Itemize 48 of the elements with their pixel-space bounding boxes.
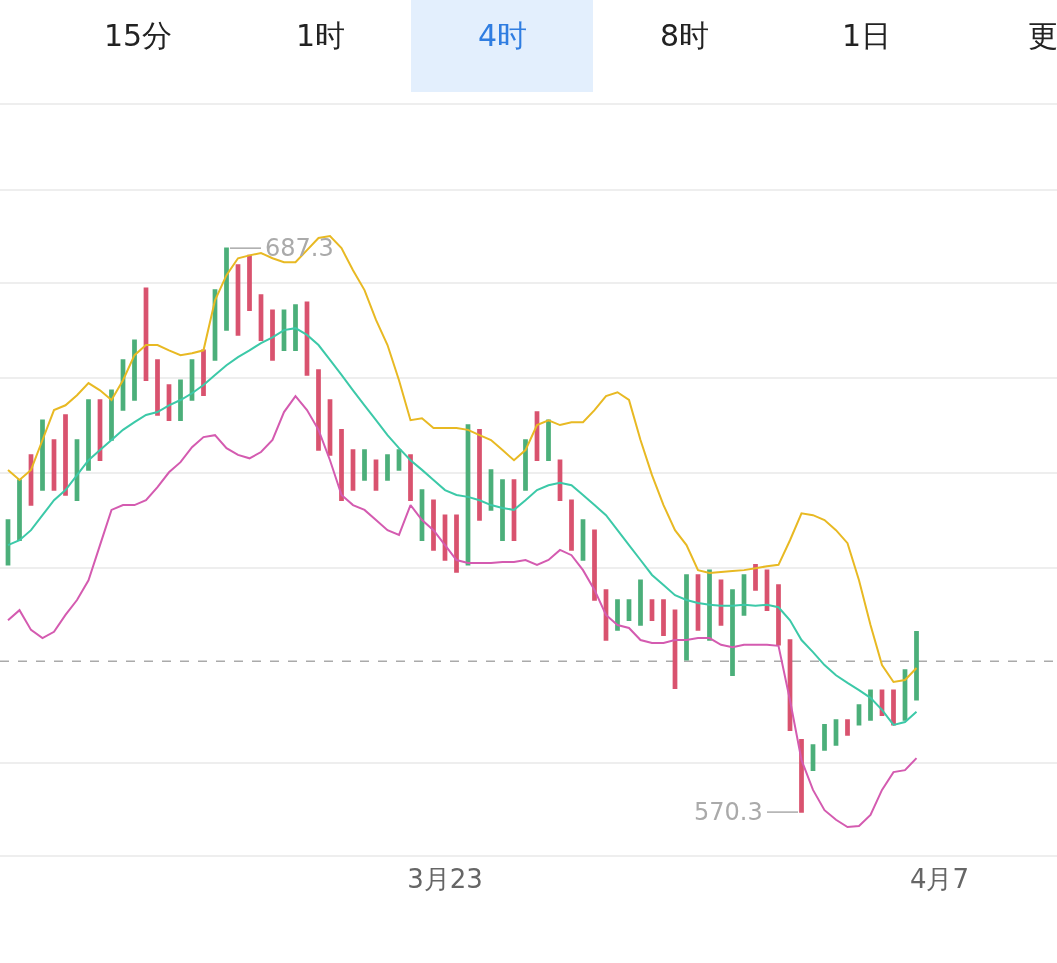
- candlestick: [500, 479, 505, 541]
- text: 15分: [104, 18, 173, 53]
- text: 8时: [660, 18, 710, 53]
- candlestick: [178, 379, 183, 421]
- candlestick: [592, 529, 597, 601]
- annotation: 570.3: [694, 798, 763, 826]
- candlestick: [845, 719, 850, 736]
- candlestick: [40, 419, 45, 491]
- candlestick: [17, 479, 22, 541]
- candlestick: [615, 599, 620, 631]
- candlestick: [201, 349, 206, 396]
- candlestick: [569, 499, 574, 551]
- candlestick: [385, 454, 390, 481]
- candlestick: [109, 389, 114, 441]
- candlestick: [914, 631, 919, 701]
- candlestick: [155, 359, 160, 416]
- candlestick: [454, 514, 459, 573]
- candlestick: [477, 429, 482, 521]
- candlestick: [868, 689, 873, 721]
- candlestick: [546, 419, 551, 461]
- candlestick: [638, 579, 643, 626]
- text: 更: [1028, 18, 1057, 53]
- candlestick: [684, 574, 689, 661]
- candlestick: [247, 254, 252, 312]
- candlestick: [86, 399, 91, 471]
- candlestick: [730, 589, 735, 676]
- candlestick: [822, 724, 827, 751]
- candlestick: [339, 429, 344, 501]
- candlestick: [316, 369, 321, 451]
- text: 1日: [842, 18, 892, 53]
- candlestick: [523, 439, 528, 491]
- candlestick: [224, 247, 229, 331]
- candlestick: [707, 569, 712, 641]
- candlestick: [661, 599, 666, 636]
- candlestick: [293, 304, 298, 352]
- x-tick-label: 3月23: [407, 863, 483, 894]
- candlestick: [753, 564, 758, 591]
- candlestick: [408, 454, 413, 501]
- text: 1时: [296, 18, 346, 53]
- candlestick: [776, 584, 781, 646]
- candlestick: [891, 689, 896, 726]
- candlestick: [132, 339, 137, 401]
- candlestick: [270, 309, 275, 361]
- x-tick-label: 4月7: [909, 863, 970, 894]
- candlestick: [431, 499, 436, 551]
- text: 4时: [478, 18, 528, 53]
- candlestick: [63, 414, 68, 496]
- candlestick: [362, 449, 367, 481]
